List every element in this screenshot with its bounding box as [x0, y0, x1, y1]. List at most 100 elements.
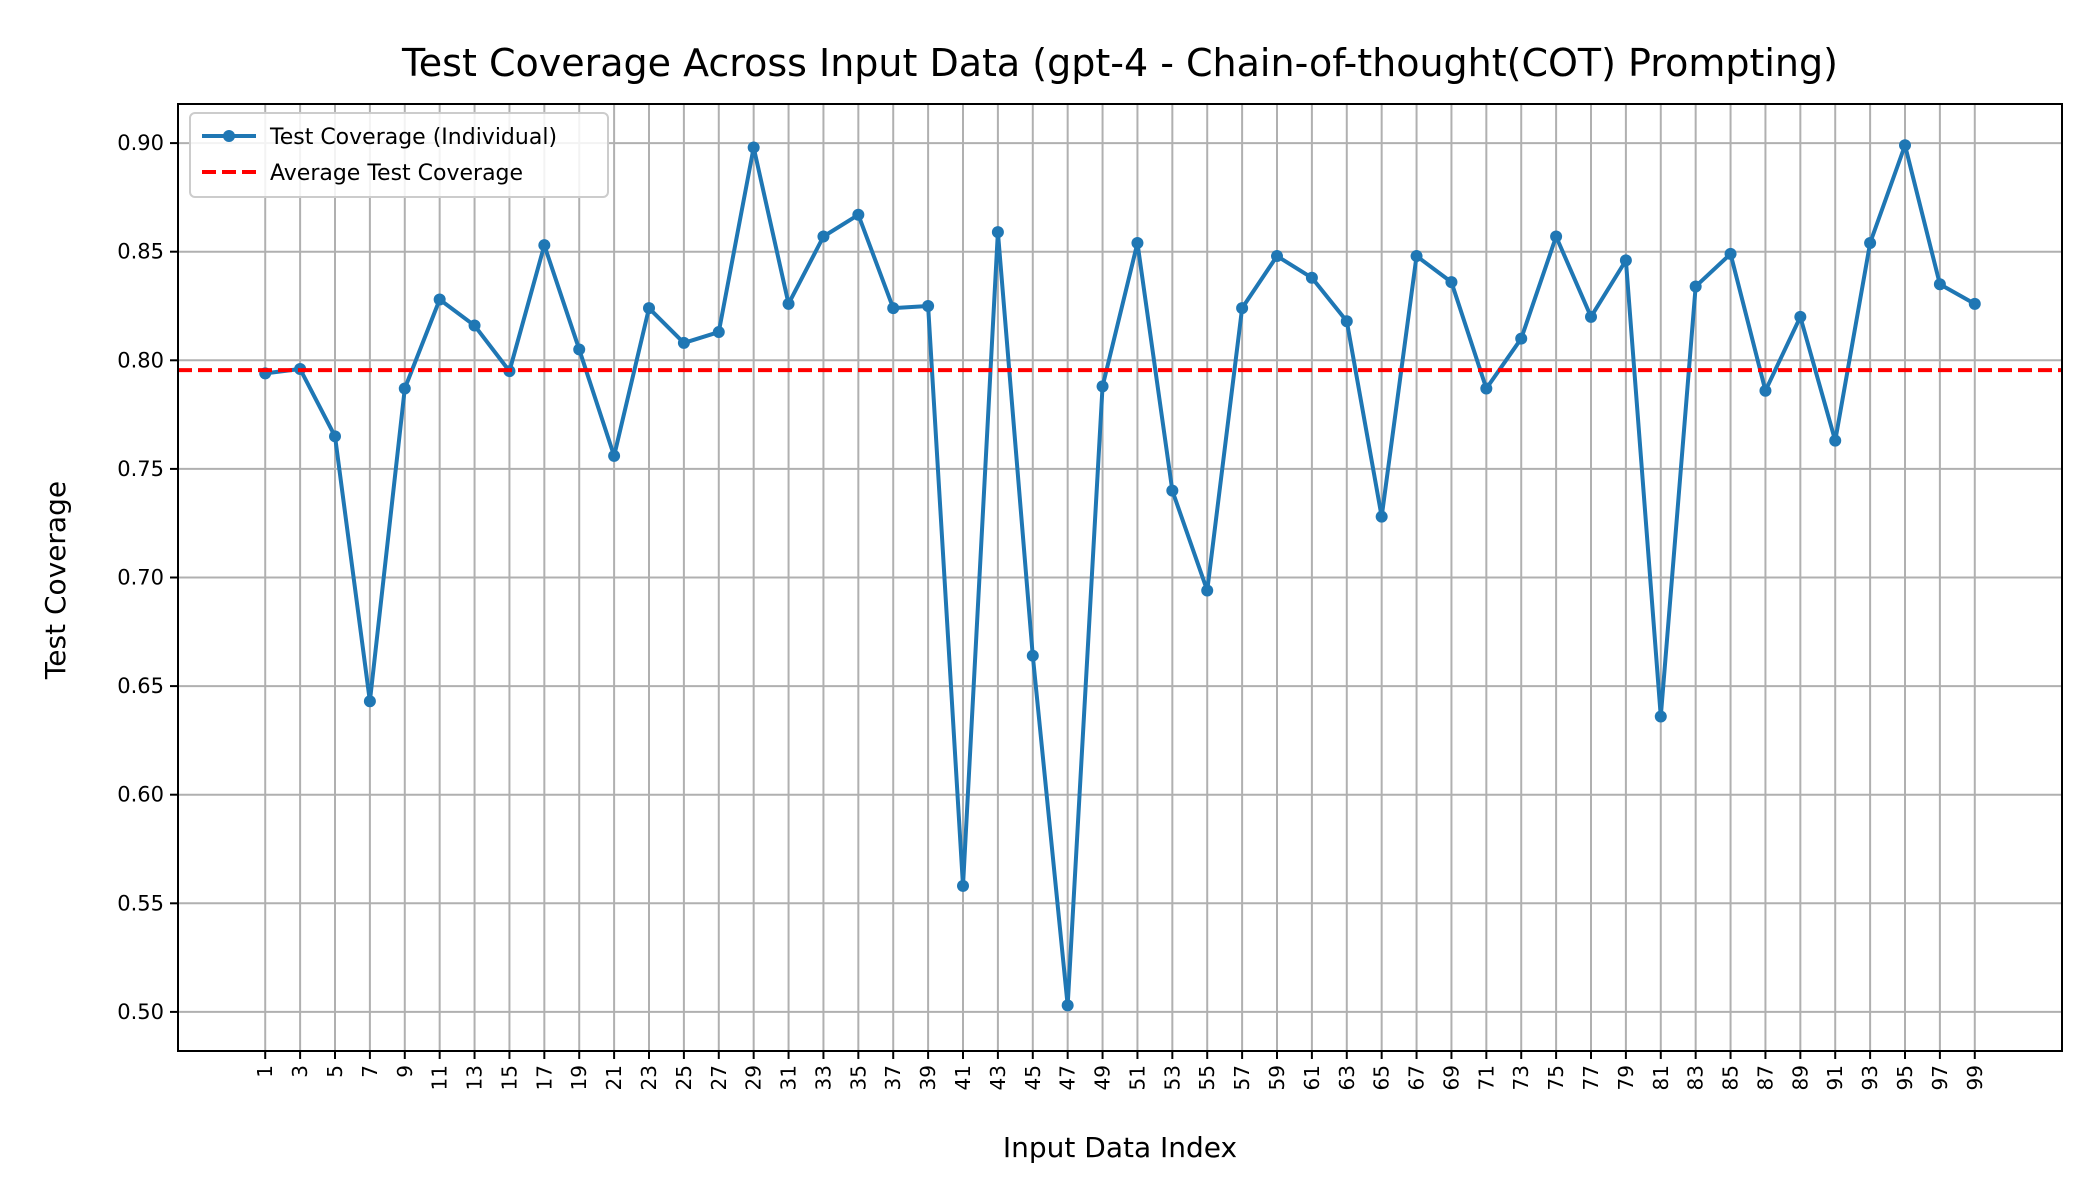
x-tick-label: 85	[1719, 1065, 1743, 1090]
data-point	[1305, 271, 1318, 284]
data-point	[1201, 584, 1214, 597]
x-tick-label: 33	[811, 1065, 835, 1090]
data-point	[1829, 434, 1842, 447]
y-tick-label: 0.90	[117, 131, 164, 155]
x-tick-label: 41	[951, 1065, 975, 1090]
x-tick-label: 63	[1335, 1065, 1359, 1090]
data-point	[1375, 510, 1388, 523]
legend-label-average: Average Test Coverage	[270, 161, 523, 186]
x-tick-label: 69	[1439, 1065, 1463, 1090]
x-tick-label: 67	[1405, 1065, 1429, 1090]
data-point	[1619, 254, 1632, 267]
x-tick-label: 15	[497, 1065, 521, 1090]
chart-title: Test Coverage Across Input Data (gpt-4 -…	[401, 41, 1838, 85]
x-tick-label: 75	[1544, 1065, 1568, 1090]
data-point	[1061, 999, 1074, 1012]
data-point	[1271, 250, 1283, 263]
x-tick-label: 87	[1753, 1065, 1777, 1090]
x-tick-label: 91	[1823, 1065, 1847, 1090]
data-point	[1968, 297, 1981, 310]
x-tick-label: 61	[1300, 1065, 1324, 1090]
x-tick-label: 11	[428, 1065, 452, 1090]
x-tick-label: 79	[1614, 1065, 1638, 1090]
data-point	[782, 297, 795, 310]
x-tick-label: 53	[1160, 1065, 1184, 1090]
x-tick-label: 9	[393, 1065, 417, 1078]
x-tick-label: 59	[1265, 1065, 1289, 1090]
x-tick-label: 27	[707, 1065, 731, 1090]
x-tick-label: 31	[777, 1065, 801, 1090]
data-point	[538, 239, 551, 252]
x-tick-label: 89	[1788, 1065, 1812, 1090]
data-point	[1899, 139, 1911, 152]
data-point	[852, 208, 865, 221]
x-tick-label: 93	[1858, 1065, 1882, 1090]
data-point	[1759, 384, 1772, 397]
data-point	[991, 226, 1004, 239]
data-point	[957, 879, 969, 892]
data-point	[817, 230, 830, 243]
y-axis-label: Test Coverage	[39, 481, 72, 680]
x-tick-label: 45	[1021, 1065, 1045, 1090]
data-point	[1689, 280, 1702, 293]
y-tick-label: 0.70	[117, 566, 164, 590]
data-point	[1794, 310, 1807, 323]
x-tick-label: 83	[1684, 1065, 1708, 1090]
data-point	[608, 449, 621, 462]
y-tick-label: 0.65	[117, 674, 164, 698]
legend-marker-individual	[223, 130, 235, 142]
data-point	[922, 299, 935, 312]
y-tick-label: 0.50	[117, 1000, 164, 1024]
data-point	[712, 326, 725, 339]
x-tick-label: 3	[288, 1065, 312, 1078]
data-point	[1166, 484, 1179, 497]
data-point	[329, 430, 341, 443]
data-point	[363, 695, 376, 708]
data-point	[747, 141, 760, 154]
data-point	[1585, 310, 1597, 323]
data-point	[677, 336, 690, 349]
x-tick-label: 57	[1230, 1065, 1254, 1090]
data-point	[1236, 302, 1249, 315]
series-layer	[178, 139, 2062, 1012]
y-tick-label: 0.60	[117, 783, 164, 807]
x-tick-label: 5	[323, 1065, 347, 1078]
x-tick-label: 29	[742, 1065, 766, 1090]
data-point	[1026, 649, 1039, 662]
x-axis-label: Input Data Index	[1003, 1131, 1237, 1164]
legend-label-individual: Test Coverage (Individual)	[269, 125, 557, 150]
data-point	[643, 302, 655, 315]
x-tick-label: 81	[1649, 1065, 1673, 1090]
x-tick-label: 65	[1370, 1065, 1394, 1090]
grid-lines	[178, 104, 2062, 1051]
y-tick-label: 0.85	[117, 240, 164, 264]
data-point	[1550, 230, 1563, 243]
x-tick-label: 95	[1893, 1065, 1917, 1090]
data-point	[1864, 237, 1877, 250]
legend: Test Coverage (Individual) Average Test …	[189, 112, 609, 198]
x-tick-label: 19	[567, 1065, 591, 1090]
data-point	[1340, 315, 1353, 328]
series-line-individual	[264, 143, 1976, 1008]
y-tick-label: 0.75	[117, 457, 164, 481]
data-point	[1096, 380, 1109, 393]
data-point	[1515, 332, 1528, 345]
x-tick-label: 25	[672, 1065, 696, 1090]
x-tick-label: 1	[253, 1065, 277, 1078]
x-tick-label: 51	[1125, 1065, 1149, 1090]
x-tick-label: 99	[1963, 1065, 1987, 1090]
x-tick-label: 17	[532, 1065, 556, 1090]
data-point	[468, 319, 481, 332]
legend-box	[189, 112, 609, 198]
y-tick-label: 0.55	[117, 891, 164, 915]
data-point	[573, 343, 586, 356]
data-point	[1724, 247, 1737, 260]
y-tick-label: 0.80	[117, 348, 164, 372]
x-tick-label: 47	[1056, 1065, 1080, 1090]
x-tick-label: 71	[1474, 1065, 1498, 1090]
data-point	[1445, 276, 1458, 289]
data-point	[1480, 382, 1493, 395]
x-tick-label: 73	[1509, 1065, 1533, 1090]
